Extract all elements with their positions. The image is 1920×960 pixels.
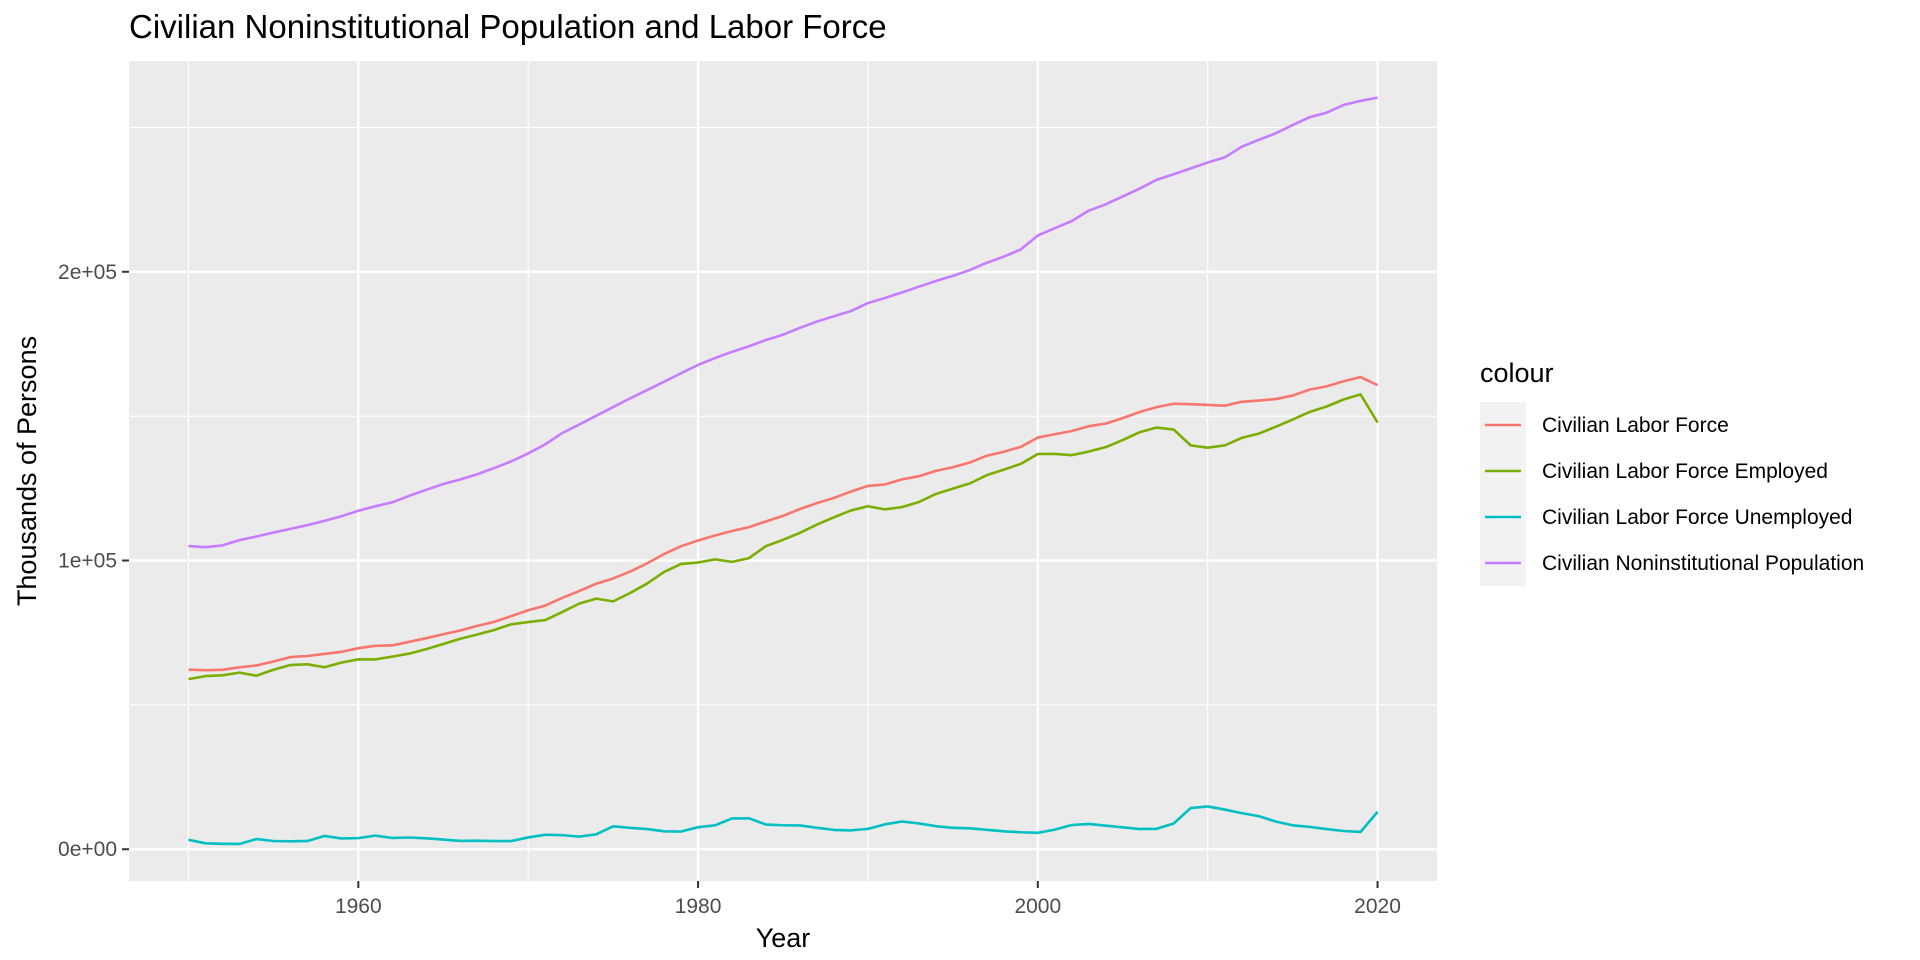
y-axis-title: Thousands of Persons [12, 336, 42, 606]
plot-panel [129, 61, 1437, 881]
series-lines [188, 96, 1379, 846]
legend-label-4: Civilian Noninstitutional Population [1542, 552, 1864, 575]
legend-label-3: Civilian Labor Force Unemployed [1542, 506, 1852, 529]
x-tick-label: 2020 [1354, 895, 1401, 918]
x-axis-ticks: 1960 1980 2000 2020 [335, 881, 1401, 918]
x-axis-title: Year [756, 923, 811, 953]
legend-label-1: Civilian Labor Force [1542, 414, 1729, 437]
series-line-3 [188, 805, 1379, 846]
legend-keys-background [1480, 402, 1526, 586]
series-line-2 [188, 393, 1379, 681]
x-tick-label: 1960 [335, 895, 382, 918]
legend-label-2: Civilian Labor Force Employed [1542, 460, 1828, 483]
series-line-1 [188, 375, 1379, 672]
y-axis-ticks: 0e+00 1e+05 2e+05 [58, 261, 129, 861]
chart-title: Civilian Noninstitutional Population and… [129, 8, 887, 45]
y-tick-label: 1e+05 [58, 550, 117, 573]
x-tick-label: 2000 [1014, 895, 1061, 918]
y-tick-label: 2e+05 [58, 261, 117, 284]
x-tick-label: 1980 [675, 895, 722, 918]
legend-title: colour [1480, 358, 1554, 388]
y-tick-label: 0e+00 [58, 838, 117, 861]
minor-gridlines [129, 61, 1437, 881]
major-gridlines [129, 61, 1437, 881]
legend-items: Civilian Labor Force Civilian Labor Force… [1485, 414, 1864, 575]
series-line-4 [188, 96, 1378, 549]
